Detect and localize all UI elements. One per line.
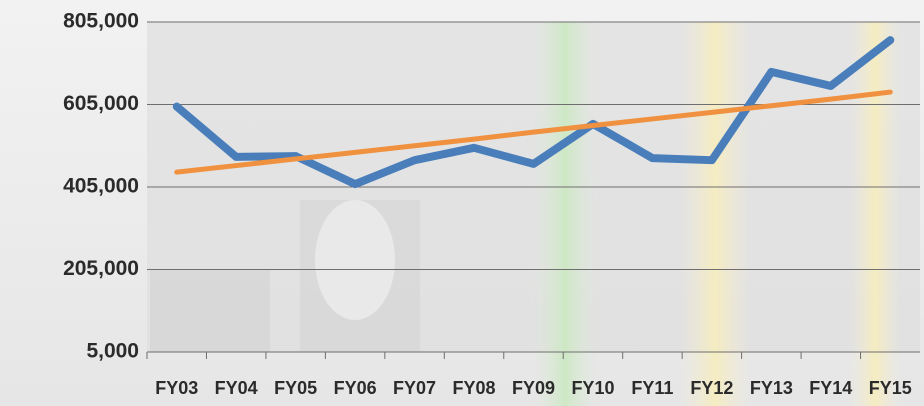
x-tick-label: FY03 (155, 378, 198, 398)
x-tick-label: FY06 (334, 378, 377, 398)
x-tick-label: FY13 (750, 378, 793, 398)
y-tick-label: 405,000 (63, 175, 139, 198)
y-tick-label: 805,000 (63, 10, 139, 33)
y-tick-label: 205,000 (63, 257, 139, 280)
x-tick-label: FY09 (512, 378, 555, 398)
x-tick-label: FY07 (393, 378, 436, 398)
x-tick-label: FY15 (869, 378, 912, 398)
chart: 5,000 205,000 405,000 605,000 805,000 FY03 FY0… (0, 0, 924, 406)
backdrop-column (850, 22, 900, 406)
x-tick-label: FY08 (453, 378, 496, 398)
x-tick-label: FY04 (215, 378, 258, 398)
x-tick-label: FY14 (809, 378, 852, 398)
x-tick-label: FY10 (571, 378, 614, 398)
backdrop-statue (315, 200, 395, 320)
backdrop-shape (150, 270, 270, 352)
backdrop-column (680, 22, 750, 406)
x-tick-label: FY11 (631, 378, 673, 398)
y-tick-label: 605,000 (63, 92, 139, 115)
backdrop-column (530, 22, 600, 406)
x-tick-label: FY12 (690, 378, 733, 398)
y-tick-label: 5,000 (86, 340, 139, 363)
x-tick-label: FY05 (274, 378, 317, 398)
